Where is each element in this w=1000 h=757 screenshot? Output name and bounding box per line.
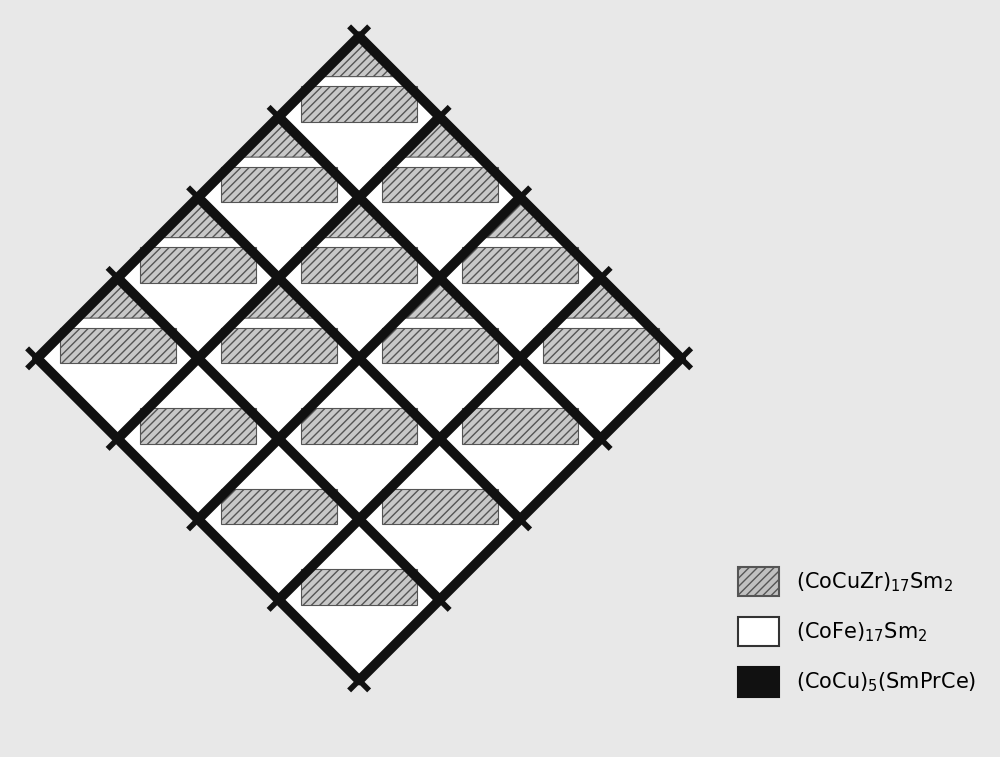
Polygon shape bbox=[560, 278, 641, 318]
Polygon shape bbox=[301, 569, 417, 605]
Polygon shape bbox=[198, 117, 359, 278]
Polygon shape bbox=[399, 117, 480, 157]
Polygon shape bbox=[221, 167, 337, 202]
Polygon shape bbox=[319, 198, 399, 238]
Polygon shape bbox=[118, 198, 279, 358]
Polygon shape bbox=[279, 36, 440, 198]
Polygon shape bbox=[359, 278, 520, 439]
Polygon shape bbox=[77, 278, 158, 318]
Polygon shape bbox=[301, 248, 417, 282]
Polygon shape bbox=[399, 278, 480, 318]
Polygon shape bbox=[140, 248, 256, 282]
Polygon shape bbox=[60, 328, 176, 363]
Polygon shape bbox=[37, 278, 198, 439]
Polygon shape bbox=[440, 358, 601, 519]
Polygon shape bbox=[440, 198, 601, 358]
Polygon shape bbox=[198, 278, 359, 439]
Polygon shape bbox=[238, 117, 319, 157]
Polygon shape bbox=[279, 358, 440, 519]
Polygon shape bbox=[319, 36, 399, 76]
Polygon shape bbox=[238, 278, 319, 318]
Polygon shape bbox=[301, 408, 417, 444]
Polygon shape bbox=[462, 408, 578, 444]
Legend: (CoCuZr)$_{17}$Sm$_2$, (CoFe)$_{17}$Sm$_2$, (CoCu)$_5$(SmPrCe): (CoCuZr)$_{17}$Sm$_2$, (CoFe)$_{17}$Sm$_… bbox=[729, 558, 985, 705]
Polygon shape bbox=[221, 489, 337, 524]
Polygon shape bbox=[382, 489, 498, 524]
Polygon shape bbox=[279, 198, 440, 358]
Polygon shape bbox=[118, 358, 279, 519]
Polygon shape bbox=[359, 117, 520, 278]
Polygon shape bbox=[198, 439, 359, 600]
Polygon shape bbox=[480, 198, 560, 238]
Polygon shape bbox=[543, 328, 659, 363]
Polygon shape bbox=[301, 86, 417, 122]
Polygon shape bbox=[158, 198, 238, 238]
Polygon shape bbox=[382, 328, 498, 363]
Polygon shape bbox=[140, 408, 256, 444]
Polygon shape bbox=[520, 278, 681, 439]
Polygon shape bbox=[279, 519, 440, 681]
Polygon shape bbox=[221, 328, 337, 363]
Polygon shape bbox=[462, 248, 578, 282]
Polygon shape bbox=[382, 167, 498, 202]
Polygon shape bbox=[359, 439, 520, 600]
